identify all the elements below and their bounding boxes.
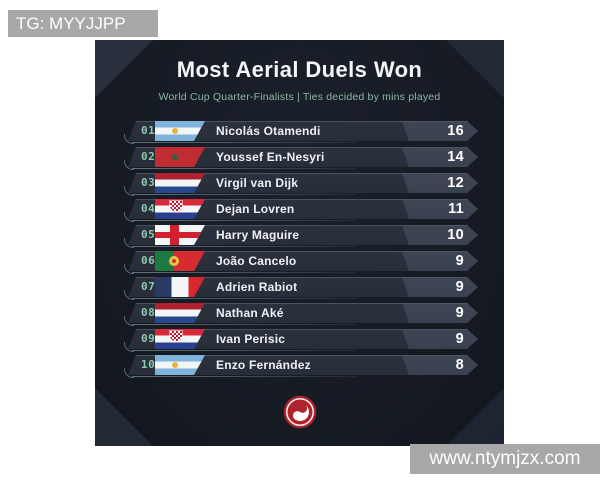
rank-label: 03 (141, 176, 156, 189)
flag-emblem (170, 201, 182, 211)
row-bar (128, 173, 478, 193)
infographic-panel: Most Aerial Duels Won World Cup Quarter-… (95, 40, 504, 446)
player-name: Harry Maguire (216, 228, 300, 242)
value-label: 9 (455, 279, 464, 295)
row-bar (128, 251, 478, 271)
row-underline (132, 168, 356, 169)
value-label: 9 (455, 305, 464, 321)
value-label: 10 (447, 227, 464, 243)
argentina-flag-icon (155, 355, 205, 375)
rank-label: 07 (141, 280, 156, 293)
value-chevron: 11 (402, 199, 478, 219)
table-row: 09 Ivan Perisic 9 (124, 329, 478, 352)
value-chevron: 9 (402, 251, 478, 271)
row-underline (132, 350, 356, 351)
value-label: 16 (447, 123, 464, 139)
row-bar (128, 303, 478, 323)
france-flag-icon (155, 277, 205, 297)
value-label: 9 (455, 331, 464, 347)
table-row: 03 Virgil van Dijk 12 (124, 173, 478, 196)
row-underline (132, 220, 356, 221)
player-name: Adrien Rabiot (216, 280, 298, 294)
row-underline (132, 272, 356, 273)
argentina-flag-icon (155, 121, 205, 141)
table-row: 10 Enzo Fernández 8 (124, 355, 478, 378)
rank-label: 05 (141, 228, 156, 241)
player-name: Nathan Aké (216, 306, 284, 320)
table-row: 01 Nicolás Otamendi 16 (124, 121, 478, 144)
rank-label: 04 (141, 202, 156, 215)
netherlands-flag-icon (155, 173, 205, 193)
rank-label: 01 (141, 124, 156, 137)
croatia-flag-icon (155, 329, 205, 349)
croatia-flag-icon (155, 199, 205, 219)
player-name: Nicolás Otamendi (216, 124, 321, 138)
flag-emblem (169, 256, 179, 266)
player-name: Virgil van Dijk (216, 176, 299, 190)
value-chevron: 10 (402, 225, 478, 245)
flag-emblem (170, 331, 182, 341)
value-chevron: 16 (402, 121, 478, 141)
morocco-flag-icon (155, 147, 205, 167)
value-label: 12 (447, 175, 464, 191)
table-row: 05 Harry Maguire 10 (124, 225, 478, 248)
leaderboard-rows: 01 Nicolás Otamendi 16 02 Youssef En-Nesyri 1… (124, 121, 478, 378)
page-title: Most Aerial Duels Won (176, 57, 423, 82)
row-bar (128, 329, 478, 349)
flag-emblem (172, 128, 178, 134)
table-row: 06 João Cancelo 9 (124, 251, 478, 274)
row-underline (132, 376, 356, 377)
table-row: 07 Adrien Rabiot 9 (124, 277, 478, 300)
flag-emblem (172, 362, 178, 368)
row-underline (132, 246, 356, 247)
value-label: 11 (448, 201, 464, 217)
rank-label: 08 (141, 306, 156, 319)
value-chevron: 12 (402, 173, 478, 193)
england-flag-icon (155, 225, 205, 245)
player-name: João Cancelo (216, 254, 297, 268)
value-label: 14 (447, 149, 464, 165)
value-chevron: 9 (402, 303, 478, 323)
row-bar (128, 355, 478, 375)
row-bar (128, 199, 478, 219)
player-name: Youssef En-Nesyri (216, 150, 325, 164)
table-row: 02 Youssef En-Nesyri 14 (124, 147, 478, 170)
value-chevron: 9 (402, 329, 478, 349)
value-chevron: 9 (402, 277, 478, 297)
row-bar (128, 121, 478, 141)
page-subtitle: World Cup Quarter-Finalists | Ties decid… (158, 91, 441, 103)
row-bar (128, 225, 478, 245)
netherlands-flag-icon (155, 303, 205, 323)
player-name: Enzo Fernández (216, 358, 311, 372)
rank-label: 06 (141, 254, 156, 267)
value-label: 8 (455, 357, 464, 373)
row-underline (132, 194, 356, 195)
row-underline (132, 324, 356, 325)
watermark-top-left: TG: MYYJJPP (8, 10, 158, 37)
player-name: Ivan Perisic (216, 332, 286, 346)
table-row: 04 Dejan Lovren 11 (124, 199, 478, 222)
watermark-bottom-right: www.ntymjzx.com (410, 444, 600, 474)
flag-emblem (167, 147, 183, 167)
row-underline (132, 142, 356, 143)
row-bar (128, 277, 478, 297)
value-chevron: 14 (402, 147, 478, 167)
value-chevron: 8 (402, 355, 478, 375)
publisher-logo-icon (283, 395, 317, 429)
rank-label: 10 (141, 358, 156, 371)
row-underline (132, 298, 356, 299)
table-row: 08 Nathan Aké 9 (124, 303, 478, 326)
rank-label: 09 (141, 332, 156, 345)
portugal-flag-icon (155, 251, 205, 271)
value-label: 9 (455, 253, 464, 269)
player-name: Dejan Lovren (216, 202, 295, 216)
rank-label: 02 (141, 150, 156, 163)
row-bar (128, 147, 478, 167)
